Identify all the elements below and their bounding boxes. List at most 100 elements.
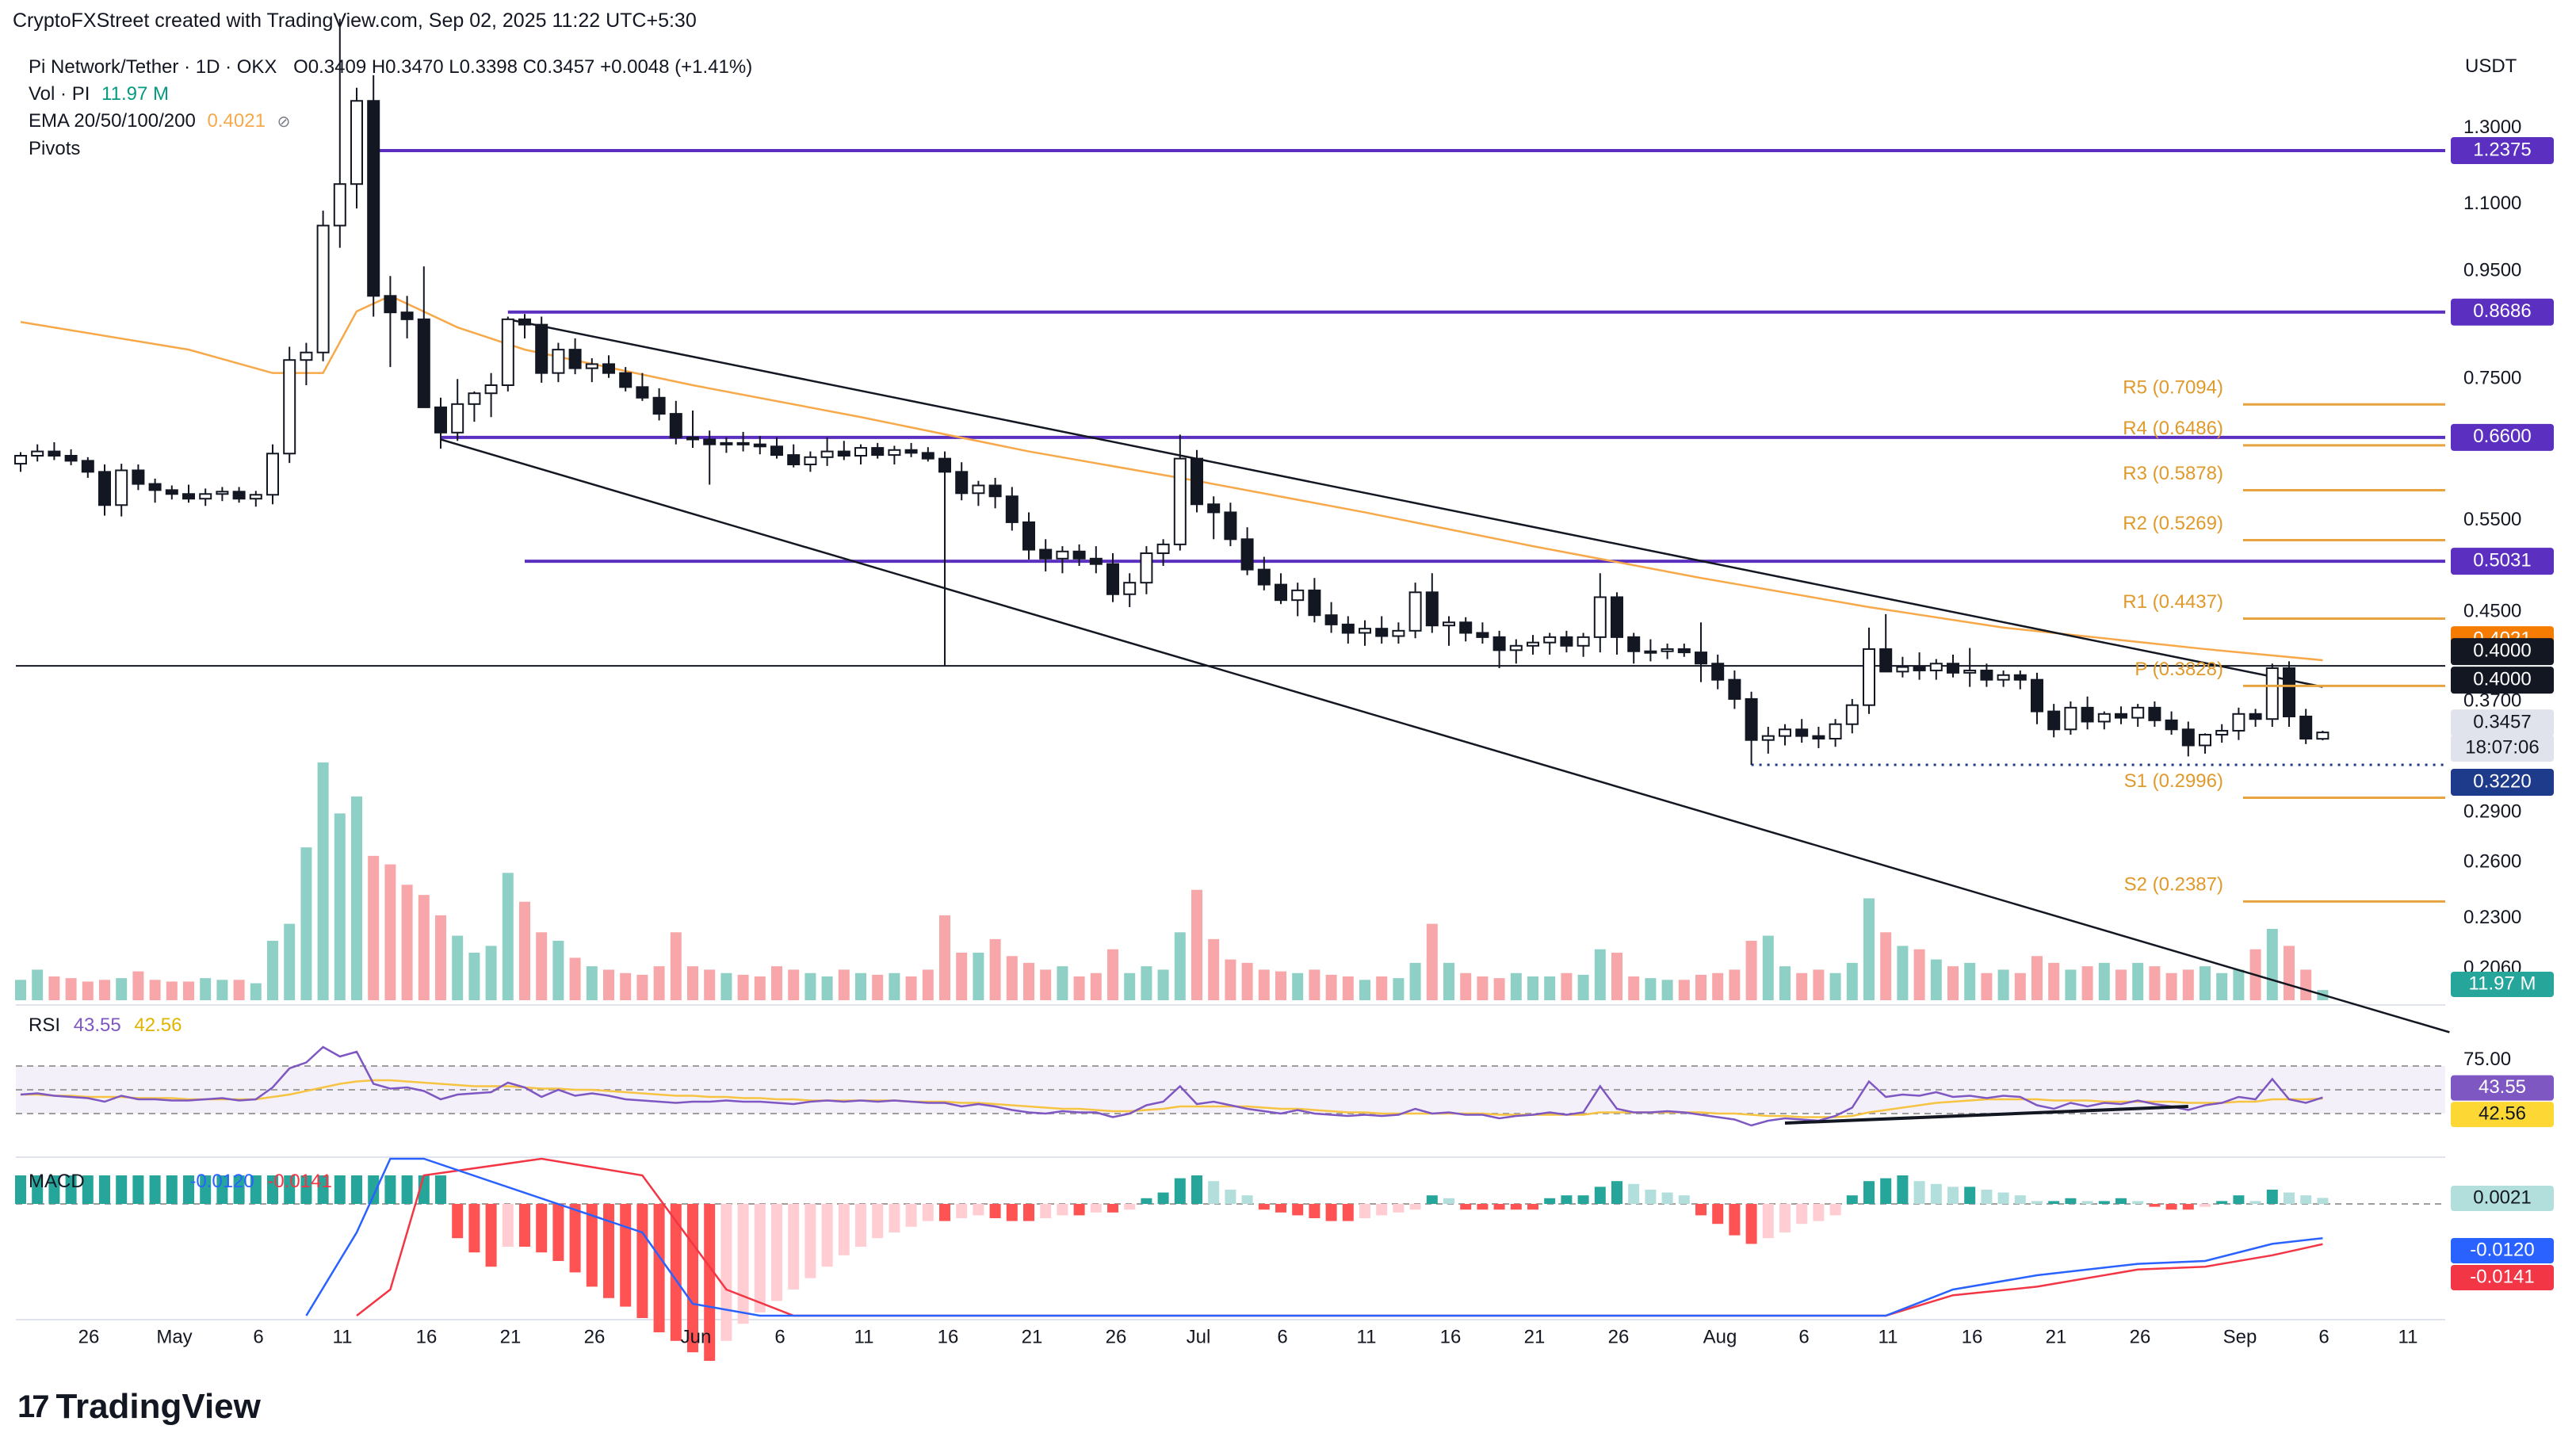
candle-body <box>1627 636 1641 652</box>
volume-bar <box>284 923 296 1000</box>
pivot-levels: R5 (0.7094) R4 (0.6486) R3 (0.5878) R2 (0.5… <box>2123 377 2445 903</box>
rsi-line <box>20 1045 2323 1127</box>
currency-selector[interactable]: USDT <box>2465 55 2517 77</box>
candle-body <box>2232 713 2245 732</box>
macd-hist-tag-label: 0.0021 <box>2473 1186 2531 1208</box>
macd-histogram-bar <box>855 1204 866 1247</box>
volume-bar <box>1947 966 1959 1000</box>
candle-body <box>1761 735 1775 741</box>
volume-bar <box>1073 976 1085 1000</box>
macd-histogram-bar <box>1913 1181 1925 1204</box>
macd-histogram-bar <box>939 1204 950 1221</box>
candle-body <box>619 372 633 388</box>
volume-bar <box>1779 966 1791 1000</box>
macd-histogram-bar <box>1846 1195 1858 1204</box>
macd-histogram-bar <box>1006 1204 1018 1221</box>
volume-bar <box>1157 969 1169 1000</box>
volume-bar <box>519 901 530 1000</box>
volume-bar <box>1477 976 1489 1000</box>
candle-body <box>1056 550 1069 560</box>
volume-bar <box>1577 974 1589 1000</box>
candle-body <box>1173 457 1187 545</box>
volume-bar <box>401 885 413 1000</box>
price-tick-label: 0.4500 <box>2463 601 2521 622</box>
candle-body <box>1022 521 1035 551</box>
volume-bar <box>536 932 548 1000</box>
candle-body <box>1711 663 1725 681</box>
rsi-value: 43.55 <box>73 1014 121 1036</box>
candle-body <box>316 224 330 353</box>
candle-body <box>333 183 346 227</box>
volume-bar <box>2098 962 2110 1000</box>
tradingview-logo[interactable]: 17 TradingView <box>17 1387 261 1427</box>
volume-bar <box>1594 949 1606 1000</box>
candle-body <box>1879 648 1893 673</box>
candle-body <box>1527 641 1539 647</box>
candle-body <box>232 491 246 500</box>
volume-bar <box>300 847 312 1000</box>
candle-body <box>1997 674 2010 681</box>
price-tick-label: 0.2300 <box>2463 907 2521 928</box>
time-axis-label: 21 <box>1022 1326 1043 1347</box>
price-tag-label: 18:07:06 <box>2465 736 2539 758</box>
rsi-label: RSI <box>29 1014 61 1036</box>
ema-row[interactable]: EMA 20/50/100/200 0.4021 ⊘ <box>29 108 752 136</box>
volume-bar <box>233 980 245 1000</box>
candle-body <box>1359 628 1371 634</box>
volume-bar <box>468 953 480 1000</box>
volume-bar <box>620 972 632 1000</box>
candle-body <box>1593 596 1607 638</box>
volume-bar <box>435 915 446 1000</box>
pivots-row[interactable]: Pivots <box>29 136 752 162</box>
macd-line <box>305 1157 2323 1317</box>
volume-row[interactable]: Vol · PI 11.97 M <box>29 81 752 108</box>
macd-histogram-bar <box>1762 1204 1774 1239</box>
symbol-name[interactable]: Pi Network/Tether · 1D · OKX <box>29 56 277 78</box>
volume-bar <box>351 796 362 1000</box>
volume-bar <box>1141 966 1152 1000</box>
candle-body <box>1795 728 1809 737</box>
price-tag-label: 0.5031 <box>2473 549 2531 571</box>
macd-histogram-bar <box>2216 1201 2228 1204</box>
macd-histogram-bar <box>2317 1198 2329 1204</box>
candle-body <box>2165 719 2178 731</box>
volume-bar <box>2216 972 2228 1000</box>
volume-bar <box>1174 932 1186 1000</box>
macd-histogram-bar <box>552 1204 564 1261</box>
volume-value: 11.97 M <box>101 83 169 105</box>
macd-histogram-bar <box>838 1204 850 1255</box>
candle-body <box>988 484 1002 498</box>
time-axis-label: 11 <box>333 1326 353 1347</box>
candle-body <box>720 441 733 445</box>
time-axis-label: 26 <box>78 1326 100 1347</box>
macd-histogram-bar <box>468 1204 480 1253</box>
candle-body <box>787 454 801 465</box>
macd-histogram-bar <box>1745 1204 1757 1244</box>
volume-bar <box>1191 889 1202 1000</box>
macd-histogram-bar <box>1930 1183 1942 1204</box>
macd-histogram-bar <box>569 1204 581 1273</box>
macd-legend[interactable]: MACD -0.0120 -0.0141 <box>29 1171 332 1193</box>
volume-bar <box>2048 962 2060 1000</box>
time-axis-label: 16 <box>1440 1326 1462 1347</box>
macd-histogram-bar <box>1813 1204 1825 1221</box>
candle-body <box>1543 636 1557 644</box>
macd-histogram-bar <box>1712 1204 1724 1225</box>
macd-histogram-bar <box>1779 1204 1791 1232</box>
signal-tag-label: -0.0141 <box>2470 1266 2534 1287</box>
candle-body <box>165 489 178 495</box>
volume-bar <box>552 941 564 1000</box>
time-axis-label: 21 <box>500 1326 522 1347</box>
symbol-row[interactable]: Pi Network/Tether · 1D · OKX O0.3409 H0.… <box>29 54 752 81</box>
candle-body <box>1072 550 1086 560</box>
volume-bar <box>1880 932 1892 1000</box>
macd-histogram-bar <box>334 1175 346 1204</box>
rsi-legend[interactable]: RSI 43.55 42.56 <box>29 1014 182 1037</box>
price-tag-label: 0.3220 <box>2473 770 2531 792</box>
candle-body <box>501 318 514 386</box>
candle-body <box>921 452 934 460</box>
time-axis-label: 6 <box>1798 1326 1809 1347</box>
macd-histogram-bar <box>116 1175 128 1204</box>
hidden-eye-icon[interactable]: ⊘ <box>277 113 291 131</box>
